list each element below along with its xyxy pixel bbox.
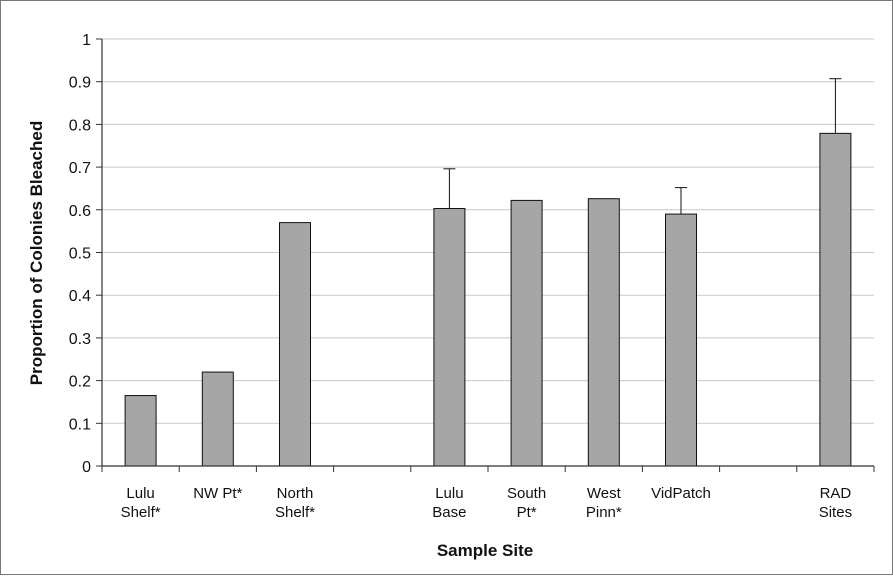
y-tick-label: 0.2 bbox=[69, 374, 91, 391]
y-tick-label: 0.8 bbox=[69, 117, 91, 134]
y-axis-title: Proportion of Colonies Bleached bbox=[27, 121, 46, 385]
x-tick-label: Lulu bbox=[126, 485, 154, 502]
error-bars bbox=[443, 79, 841, 214]
bar bbox=[511, 200, 542, 466]
bar bbox=[280, 223, 311, 466]
x-tick-label: Shelf* bbox=[121, 504, 161, 521]
y-tick-label: 0.3 bbox=[69, 331, 91, 348]
x-tick-label: VidPatch bbox=[651, 485, 711, 502]
y-tick-label: 0.4 bbox=[69, 288, 91, 305]
x-tick-label: Shelf* bbox=[275, 504, 315, 521]
x-tick-label: Sites bbox=[819, 504, 852, 521]
y-tick-label: 0 bbox=[82, 459, 91, 476]
y-tick-label: 1 bbox=[82, 32, 91, 49]
x-tick-label: Pt* bbox=[517, 504, 537, 521]
y-tick-label: 0.1 bbox=[69, 416, 91, 433]
x-tick-labels: Lulu Shelf* NW Pt* North Shelf* Lulu Base South… bbox=[121, 485, 852, 521]
y-tick-labels: 0 0.1 0.2 0.3 0.4 0.5 0.6 0.7 0.8 0.9 1 bbox=[69, 32, 91, 476]
x-tick-label: North bbox=[277, 485, 314, 502]
bars bbox=[125, 133, 851, 466]
bar bbox=[666, 214, 697, 466]
y-tick-label: 0.6 bbox=[69, 203, 91, 220]
y-tick-label: 0.7 bbox=[69, 160, 91, 177]
x-tick-label: Base bbox=[432, 504, 466, 521]
bar bbox=[202, 372, 233, 466]
y-tick-label: 0.9 bbox=[69, 75, 91, 92]
y-tick-label: 0.5 bbox=[69, 246, 91, 263]
bar bbox=[434, 209, 465, 466]
bar bbox=[125, 396, 156, 466]
x-tick-label: NW Pt* bbox=[193, 485, 242, 502]
x-tick-label: South bbox=[507, 485, 546, 502]
x-axis-title: Sample Site bbox=[437, 541, 533, 560]
bar bbox=[820, 133, 851, 466]
x-tick-label: RAD bbox=[820, 485, 852, 502]
gridlines bbox=[102, 39, 874, 423]
bar bbox=[588, 199, 619, 466]
x-tick-label: West bbox=[587, 485, 622, 502]
x-tick-label: Pinn* bbox=[586, 504, 622, 521]
x-tick-label: Lulu bbox=[435, 485, 463, 502]
